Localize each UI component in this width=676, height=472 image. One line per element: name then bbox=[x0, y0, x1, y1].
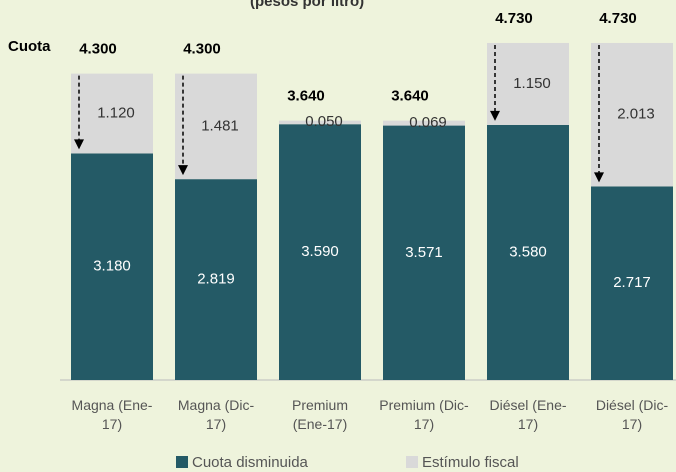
arrow-head bbox=[490, 110, 500, 121]
cuota-label: Cuota bbox=[8, 38, 51, 55]
bar-segment bbox=[175, 179, 257, 380]
arrow-head bbox=[178, 165, 188, 176]
x-tick-label: Diésel (Dic-17) bbox=[595, 397, 669, 432]
value-label: 3.571 bbox=[405, 244, 443, 261]
bar-segment bbox=[175, 73, 257, 180]
value-label: 1.481 bbox=[201, 117, 239, 134]
x-tick-label: Magna (Dic-17) bbox=[177, 397, 255, 432]
value-label: 0.069 bbox=[409, 114, 447, 131]
x-tick-label-box: Premium (Ene-17) bbox=[291, 397, 348, 432]
bar-segment bbox=[279, 120, 361, 125]
value-label: 2.013 bbox=[617, 106, 655, 123]
bar-segment bbox=[591, 42, 673, 187]
total-label: 4.300 bbox=[79, 41, 117, 58]
legend-swatch bbox=[176, 456, 188, 468]
legend-label: Estímulo fiscal bbox=[422, 454, 519, 471]
value-label: 3.580 bbox=[509, 243, 547, 260]
x-tick-label: Premium (Dic-17) bbox=[379, 397, 469, 432]
arrow-head bbox=[74, 139, 84, 150]
bar-segment bbox=[383, 120, 465, 126]
total-label: 4.730 bbox=[599, 10, 637, 27]
value-label: 2.819 bbox=[197, 271, 235, 288]
legend-swatch bbox=[406, 456, 418, 468]
value-label: 3.180 bbox=[93, 258, 131, 275]
x-tick-label: Premium (Ene-17) bbox=[291, 397, 348, 432]
x-tick-label-box: Magna (Dic-17) bbox=[177, 397, 255, 432]
value-label: 1.120 bbox=[97, 104, 135, 121]
legend-label: Cuota disminuida bbox=[192, 454, 309, 471]
x-tick-label-box: Diésel (Dic-17) bbox=[595, 397, 669, 432]
total-label: 3.640 bbox=[391, 88, 429, 105]
bar-segment bbox=[487, 42, 569, 125]
bar-segment bbox=[383, 125, 465, 380]
x-tick-label-box: Premium (Dic-17) bbox=[379, 397, 469, 432]
x-tick-label: Magna (Ene-17) bbox=[71, 397, 153, 432]
value-label: 0.050 bbox=[305, 113, 343, 130]
bar-segment bbox=[487, 124, 569, 380]
bar-segment bbox=[591, 186, 673, 380]
total-label: 3.640 bbox=[287, 88, 325, 105]
x-tick-label-box: Diésel (Ene-17) bbox=[489, 397, 567, 432]
x-tick-label-box: Magna (Ene-17) bbox=[71, 397, 153, 432]
value-label: 3.590 bbox=[301, 243, 339, 260]
x-tick-label: Diésel (Ene-17) bbox=[489, 397, 567, 432]
total-label: 4.300 bbox=[183, 41, 221, 58]
bar-segment bbox=[279, 124, 361, 381]
value-label: 2.717 bbox=[613, 274, 651, 291]
arrow-head bbox=[594, 172, 604, 183]
value-label: 1.150 bbox=[513, 75, 551, 92]
bar-segment bbox=[71, 153, 153, 380]
total-label: 4.730 bbox=[495, 10, 533, 27]
bar-segment bbox=[71, 73, 153, 154]
chart-subtitle: (pesos por litro) bbox=[250, 0, 364, 10]
